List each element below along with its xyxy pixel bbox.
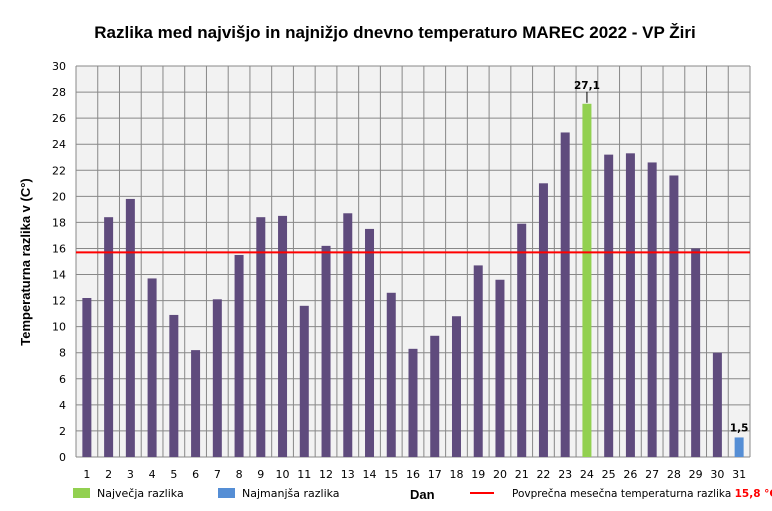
y-tick-label: 28 <box>52 86 66 99</box>
y-tick-label: 10 <box>52 321 66 334</box>
y-tick-label: 16 <box>52 242 66 255</box>
x-tick-label: 19 <box>471 468 485 481</box>
legend-swatch-min <box>218 488 235 498</box>
bar-day-27 <box>647 162 657 458</box>
bar-day-5 <box>169 314 179 457</box>
bar-day-31 <box>734 437 744 457</box>
bar-day-30 <box>712 352 722 457</box>
bar-day-11 <box>299 305 309 457</box>
bar-day-25 <box>604 154 614 458</box>
bar-day-1 <box>82 297 92 457</box>
data-label-max: 27,1 <box>574 80 600 92</box>
bar-day-18 <box>451 316 461 457</box>
bar-day-20 <box>495 279 505 457</box>
x-tick-label: 17 <box>428 468 442 481</box>
x-tick-label: 15 <box>384 468 398 481</box>
x-tick-label: 1 <box>83 468 90 481</box>
y-tick-label: 22 <box>52 164 66 177</box>
bar-day-12 <box>321 245 331 457</box>
bar-day-3 <box>125 198 135 457</box>
x-tick-label: 12 <box>319 468 333 481</box>
bar-day-4 <box>147 278 157 457</box>
x-tick-label: 24 <box>580 468 594 481</box>
y-tick-label: 6 <box>59 373 66 386</box>
x-tick-label: 27 <box>645 468 659 481</box>
x-tick-label: 4 <box>149 468 156 481</box>
x-tick-label: 3 <box>127 468 134 481</box>
x-axis-ticks: 1 2 3 4 5 6 7 8 9 10 11 12 13 14 15 16 17 18 19 20 21 22 23 24 2… <box>83 468 746 481</box>
x-tick-label: 22 <box>536 468 550 481</box>
bars <box>82 103 744 458</box>
legend-label-average: Povprečna mesečna temperaturna razlika 1… <box>512 488 772 500</box>
y-axis-label: Temperaturna razlika v (C°) <box>18 178 33 346</box>
legend: Največja razlika Najmanjša razlika Dan P… <box>73 487 772 502</box>
bar-day-8 <box>234 254 244 457</box>
x-tick-label: 18 <box>449 468 463 481</box>
y-tick-label: 24 <box>52 138 66 151</box>
x-tick-label: 7 <box>214 468 221 481</box>
x-tick-label: 5 <box>170 468 177 481</box>
x-tick-label: 10 <box>276 468 290 481</box>
y-tick-label: 30 <box>52 60 66 73</box>
x-tick-label: 14 <box>363 468 377 481</box>
legend-average-text: Povprečna mesečna temperaturna razlika <box>512 488 731 500</box>
chart-title: Razlika med najvišjo in najnižjo dnevno … <box>94 23 695 42</box>
x-tick-label: 31 <box>732 468 746 481</box>
bar-day-6 <box>191 350 201 457</box>
bar-day-22 <box>538 183 548 458</box>
legend-swatch-max <box>73 488 90 498</box>
y-tick-label: 4 <box>59 399 66 412</box>
x-tick-label: 26 <box>623 468 637 481</box>
x-axis-label: Dan <box>410 487 435 502</box>
x-tick-label: 29 <box>689 468 703 481</box>
y-tick-label: 12 <box>52 295 66 308</box>
y-tick-label: 14 <box>52 269 66 282</box>
bar-day-13 <box>343 213 353 457</box>
data-label-min: 1,5 <box>730 422 749 434</box>
bar-day-9 <box>256 217 266 457</box>
x-tick-label: 11 <box>297 468 311 481</box>
bar-day-16 <box>408 348 418 457</box>
bar-day-29 <box>691 248 701 457</box>
legend-label-max: Največja razlika <box>97 487 184 500</box>
data-labels: 27,1 1,5 <box>574 80 748 435</box>
x-tick-label: 25 <box>602 468 616 481</box>
bar-day-17 <box>430 335 440 457</box>
x-tick-label: 8 <box>236 468 243 481</box>
x-tick-label: 2 <box>105 468 112 481</box>
x-tick-label: 6 <box>192 468 199 481</box>
x-tick-label: 21 <box>515 468 529 481</box>
y-tick-label: 0 <box>59 451 66 464</box>
bar-day-15 <box>386 292 396 457</box>
bar-day-2 <box>104 217 114 457</box>
grid <box>75 65 751 458</box>
bar-day-14 <box>365 228 375 457</box>
bar-day-7 <box>212 299 222 457</box>
y-tick-label: 18 <box>52 216 66 229</box>
x-tick-label: 20 <box>493 468 507 481</box>
x-tick-label: 16 <box>406 468 420 481</box>
y-tick-label: 26 <box>52 112 66 125</box>
x-tick-label: 28 <box>667 468 681 481</box>
bar-day-19 <box>473 265 483 457</box>
bar-day-10 <box>278 215 288 457</box>
legend-label-min: Najmanjša razlika <box>242 487 340 500</box>
bar-day-26 <box>625 153 635 457</box>
y-tick-label: 2 <box>59 425 66 438</box>
x-tick-label: 9 <box>257 468 264 481</box>
x-tick-label: 30 <box>710 468 724 481</box>
y-tick-label: 20 <box>52 190 66 203</box>
bar-day-24 <box>582 103 592 458</box>
bar-day-23 <box>560 132 570 457</box>
y-tick-label: 8 <box>59 347 66 360</box>
x-tick-label: 23 <box>558 468 572 481</box>
x-tick-label: 13 <box>341 468 355 481</box>
legend-average-value: 15,8 °C <box>735 488 772 500</box>
bar-day-28 <box>669 175 679 458</box>
bar-day-21 <box>517 223 527 457</box>
